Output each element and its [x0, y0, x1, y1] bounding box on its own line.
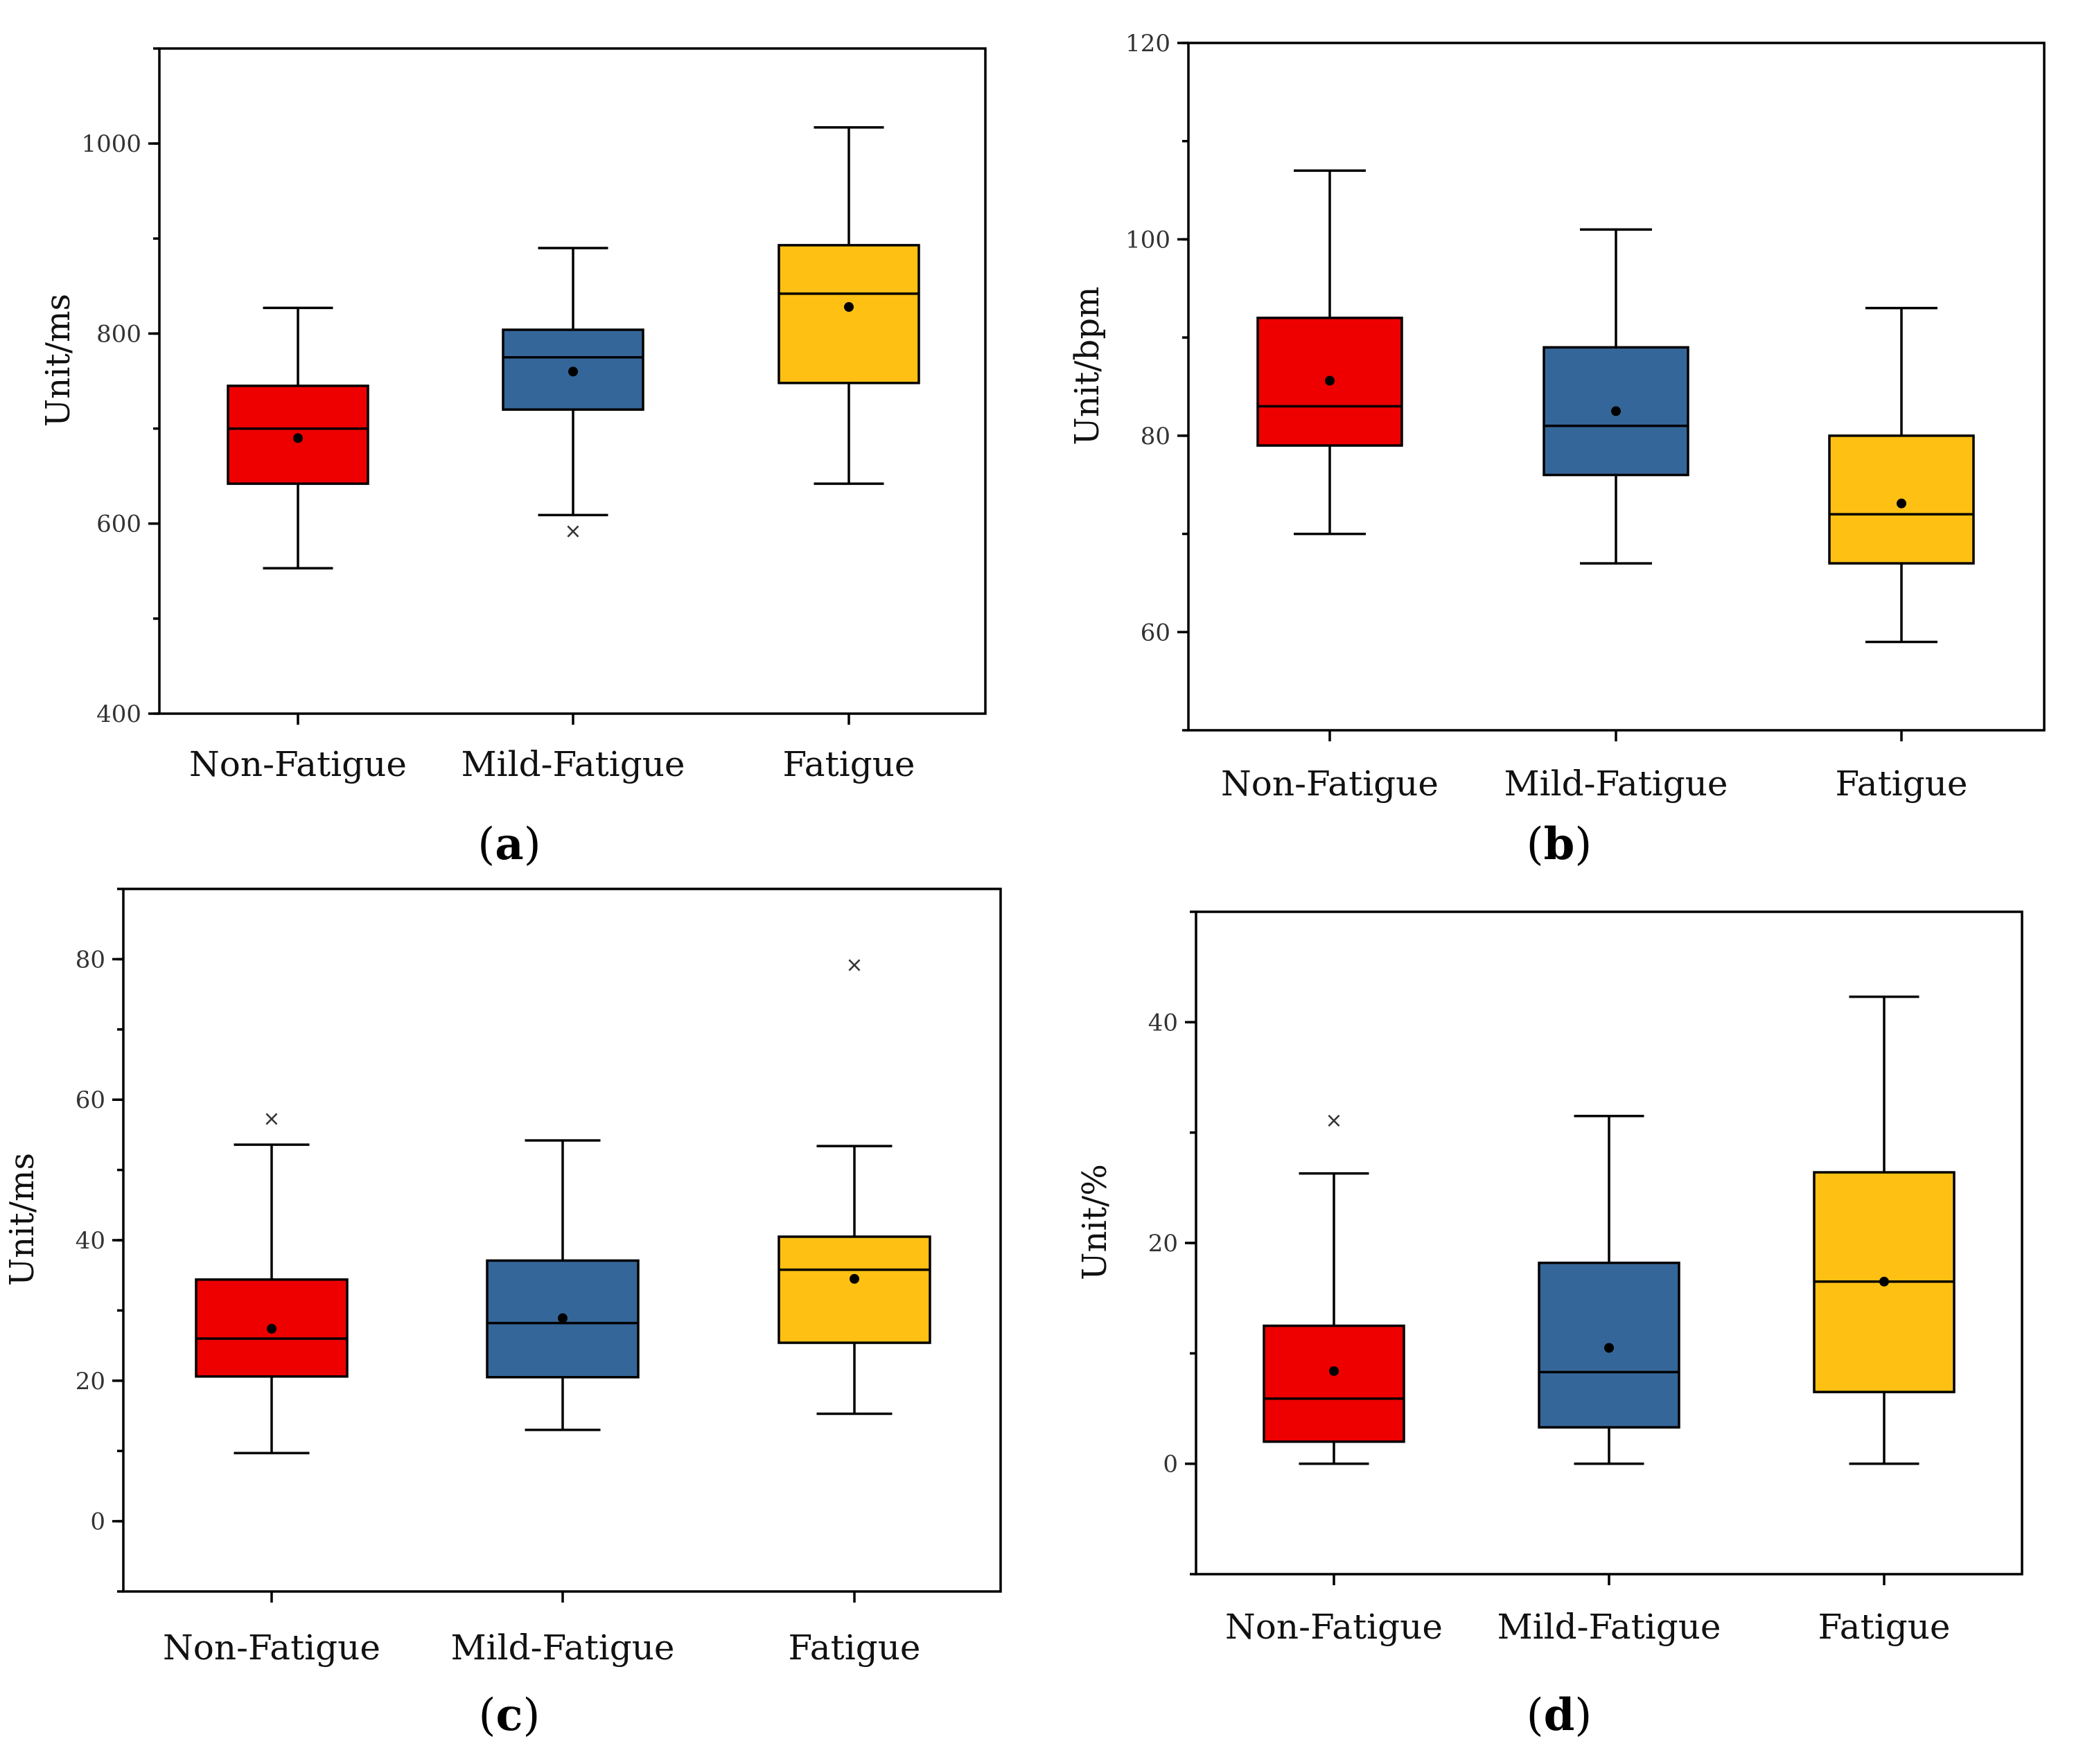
y-tick-label: 80 — [1141, 423, 1170, 450]
iqr-box — [777, 244, 920, 385]
mean-marker — [293, 433, 303, 443]
caption-open: ( — [477, 819, 495, 870]
y-tick-label: 60 — [76, 1086, 105, 1114]
caption-close: ) — [1574, 819, 1592, 870]
mean-marker — [850, 1273, 859, 1284]
y-tick-label: 40 — [76, 1227, 105, 1255]
caption-open: ( — [1527, 1690, 1544, 1741]
caption-open: ( — [479, 1690, 496, 1741]
mean-marker — [1604, 1343, 1614, 1353]
y-tick-label: 20 — [76, 1368, 105, 1395]
y-tick-label: 400 — [96, 700, 141, 728]
panel-caption: (a) — [477, 818, 541, 870]
panel-caption: (c) — [479, 1689, 541, 1741]
outlier-marker: × — [845, 953, 863, 978]
caption-open: ( — [1527, 819, 1544, 870]
x-tick-label: Fatigue — [1818, 1607, 1951, 1647]
caption-close: ) — [522, 1690, 540, 1741]
panel-c: 0 20 40 60 80 Unit/ms × Non-Fatigue Mild-Fatigue… — [3, 888, 1002, 1741]
box-fatigue: × — [777, 953, 931, 1415]
y-tick-label: 20 — [1148, 1230, 1178, 1258]
mean-marker — [844, 302, 854, 312]
box-fatigue — [1813, 995, 1956, 1465]
y-tick-label: 80 — [76, 946, 105, 973]
y-tick-label: 0 — [1163, 1451, 1178, 1479]
outlier-marker: × — [263, 1107, 280, 1131]
box-mild-fatigue — [486, 1139, 640, 1431]
mean-marker — [1897, 498, 1906, 509]
y-tick-label: 1000 — [81, 130, 141, 158]
iqr-box — [1263, 1324, 1405, 1443]
y-tick-label: 120 — [1125, 30, 1170, 58]
box-mild-fatigue — [1538, 1115, 1680, 1465]
box-non-fatigue — [1256, 169, 1403, 536]
caption-letter: c — [496, 1689, 523, 1741]
caption-close: ) — [524, 819, 541, 870]
y-tick-label: 40 — [1148, 1009, 1178, 1037]
caption-close: ) — [1574, 1690, 1592, 1741]
outlier-marker: × — [564, 520, 581, 544]
box-non-fatigue — [227, 306, 369, 570]
box-non-fatigue: × — [195, 1107, 349, 1454]
y-tick-label: 60 — [1141, 619, 1170, 646]
x-tick-label: Non-Fatigue — [1221, 764, 1439, 804]
caption-letter: d — [1544, 1689, 1575, 1741]
x-tick-label: Fatigue — [789, 1628, 921, 1668]
y-tick-label: 100 — [1125, 226, 1170, 254]
x-tick-label: Non-Fatigue — [1225, 1607, 1443, 1647]
mean-marker — [1329, 1366, 1339, 1376]
mean-marker — [1611, 406, 1621, 416]
panel-a: 400 600 800 1000 Unit/ms Non-Fatigue × Mild-Fat… — [39, 47, 987, 870]
x-tick-label: Mild-Fatigue — [1497, 1607, 1721, 1647]
panel-caption: (b) — [1527, 818, 1592, 870]
panel-d: 0 20 40 Unit/% × Non-Fatigue Mild-Fatigue Fatig… — [1075, 910, 2023, 1741]
iqr-box — [777, 1235, 931, 1344]
mean-marker — [558, 1313, 568, 1323]
x-tick-label: Mild-Fatigue — [1504, 764, 1728, 804]
mean-marker — [267, 1323, 276, 1334]
box-mild-fatigue — [1543, 228, 1689, 565]
box-fatigue — [1828, 306, 1975, 644]
y-axis-title: Unit/ms — [3, 1153, 42, 1286]
x-tick-label: Non-Fatigue — [189, 744, 407, 784]
y-tick-label: 800 — [96, 320, 141, 348]
box-mild-fatigue: × — [502, 247, 644, 544]
panel-caption: (d) — [1527, 1689, 1592, 1741]
outlier-marker: × — [1325, 1109, 1342, 1133]
box-fatigue — [777, 126, 920, 485]
y-axis-title: Unit/bpm — [1068, 286, 1107, 445]
panel-b: 60 80 100 120 Unit/bpm Non-Fatigue Mild-Fatigu… — [1068, 30, 2046, 870]
mean-marker — [1325, 376, 1335, 386]
y-tick-label: 600 — [96, 511, 141, 538]
caption-letter: a — [495, 818, 523, 870]
x-tick-label: Mild-Fatigue — [450, 1628, 674, 1668]
y-tick-label: 0 — [90, 1508, 105, 1536]
y-axis-title: Unit/% — [1075, 1164, 1114, 1280]
y-axis-title: Unit/ms — [39, 294, 78, 427]
caption-letter: b — [1544, 818, 1575, 870]
x-tick-label: Mild-Fatigue — [461, 744, 685, 784]
x-tick-label: Fatigue — [1836, 764, 1968, 804]
x-tick-label: Non-Fatigue — [163, 1628, 380, 1668]
box-non-fatigue: × — [1263, 1109, 1405, 1465]
mean-marker — [568, 367, 578, 377]
mean-marker — [1879, 1276, 1889, 1287]
x-tick-label: Fatigue — [783, 744, 915, 784]
